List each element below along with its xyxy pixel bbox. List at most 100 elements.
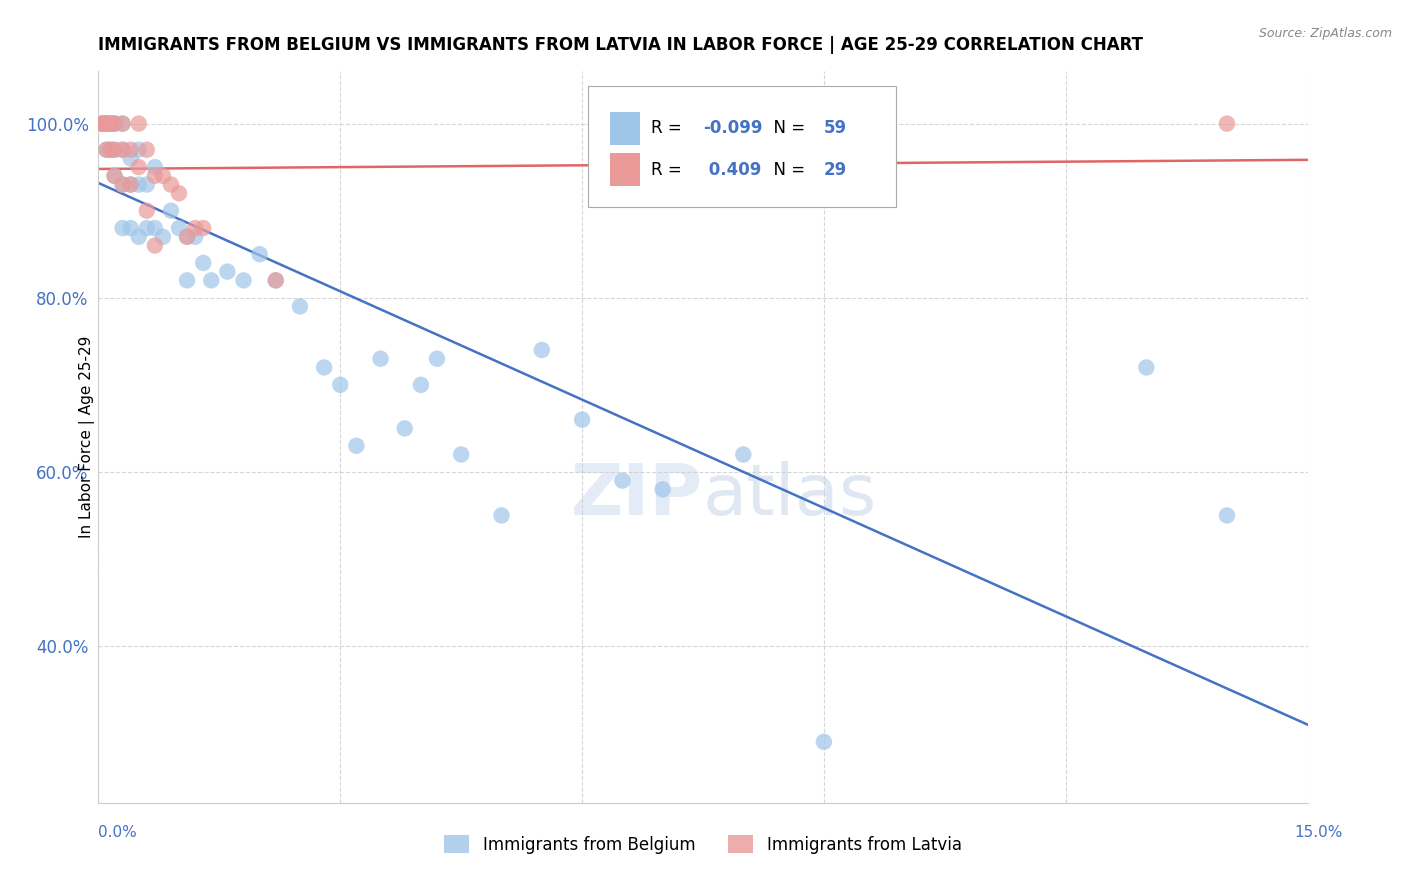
Point bbox=[1135, 360, 1157, 375]
Point bbox=[176, 229, 198, 244]
Text: IMMIGRANTS FROM BELGIUM VS IMMIGRANTS FROM LATVIA IN LABOR FORCE | AGE 25-29 COR: IMMIGRANTS FROM BELGIUM VS IMMIGRANTS FR… bbox=[98, 36, 1143, 54]
Point bbox=[96, 143, 118, 157]
Point bbox=[111, 143, 134, 157]
Point bbox=[232, 273, 254, 287]
Point bbox=[111, 178, 134, 192]
Point bbox=[103, 117, 125, 131]
Point bbox=[100, 117, 122, 131]
Point bbox=[96, 117, 118, 131]
Point bbox=[91, 117, 114, 131]
Point bbox=[176, 273, 198, 287]
Point bbox=[96, 117, 118, 131]
Point bbox=[111, 221, 134, 235]
Point bbox=[167, 186, 190, 201]
Point bbox=[103, 143, 125, 157]
Point bbox=[120, 221, 142, 235]
Point bbox=[143, 238, 166, 252]
Point bbox=[409, 377, 432, 392]
Point bbox=[96, 143, 118, 157]
Legend: Immigrants from Belgium, Immigrants from Latvia: Immigrants from Belgium, Immigrants from… bbox=[437, 829, 969, 860]
Text: R =: R = bbox=[651, 120, 688, 137]
Point bbox=[128, 117, 150, 131]
Point bbox=[1216, 117, 1239, 131]
FancyBboxPatch shape bbox=[610, 153, 640, 186]
Text: Source: ZipAtlas.com: Source: ZipAtlas.com bbox=[1258, 27, 1392, 40]
Point bbox=[103, 169, 125, 183]
Point bbox=[91, 117, 114, 131]
Point bbox=[120, 178, 142, 192]
Y-axis label: In Labor Force | Age 25-29: In Labor Force | Age 25-29 bbox=[79, 336, 96, 538]
Point bbox=[128, 178, 150, 192]
Text: N =: N = bbox=[763, 120, 811, 137]
Point bbox=[111, 117, 134, 131]
Point bbox=[111, 117, 134, 131]
Point bbox=[135, 221, 157, 235]
Point bbox=[651, 483, 673, 497]
Point bbox=[103, 117, 125, 131]
Point bbox=[103, 117, 125, 131]
Point bbox=[329, 377, 352, 392]
Point bbox=[167, 221, 190, 235]
Point bbox=[111, 178, 134, 192]
Point bbox=[612, 474, 634, 488]
Point bbox=[103, 117, 125, 131]
Point bbox=[100, 143, 122, 157]
Text: -0.099: -0.099 bbox=[703, 120, 762, 137]
Text: 0.0%: 0.0% bbox=[98, 825, 138, 840]
Point bbox=[813, 735, 835, 749]
Point bbox=[426, 351, 449, 366]
Point bbox=[152, 169, 174, 183]
Point bbox=[96, 117, 118, 131]
Point bbox=[96, 117, 118, 131]
FancyBboxPatch shape bbox=[610, 112, 640, 145]
Point bbox=[100, 117, 122, 131]
Point bbox=[733, 448, 755, 462]
Point bbox=[128, 143, 150, 157]
Point bbox=[344, 439, 367, 453]
Point bbox=[91, 117, 114, 131]
Point bbox=[184, 221, 207, 235]
Point bbox=[200, 273, 222, 287]
Point bbox=[217, 265, 239, 279]
Point bbox=[264, 273, 287, 287]
Point bbox=[128, 160, 150, 174]
Text: 0.409: 0.409 bbox=[703, 161, 762, 179]
Text: 15.0%: 15.0% bbox=[1295, 825, 1343, 840]
Text: N =: N = bbox=[763, 161, 811, 179]
Point bbox=[128, 229, 150, 244]
Point bbox=[1216, 508, 1239, 523]
Point bbox=[103, 143, 125, 157]
Point bbox=[264, 273, 287, 287]
Point bbox=[103, 169, 125, 183]
Text: atlas: atlas bbox=[703, 461, 877, 530]
Point bbox=[152, 229, 174, 244]
Point bbox=[160, 203, 183, 218]
Point bbox=[193, 256, 215, 270]
Point bbox=[100, 117, 122, 131]
Point bbox=[135, 143, 157, 157]
Point bbox=[193, 221, 215, 235]
Point bbox=[111, 143, 134, 157]
Point bbox=[176, 229, 198, 244]
Text: 29: 29 bbox=[824, 161, 848, 179]
Point bbox=[100, 143, 122, 157]
Point bbox=[288, 300, 311, 314]
Point bbox=[530, 343, 553, 357]
Point bbox=[249, 247, 271, 261]
Point bbox=[160, 178, 183, 192]
Point bbox=[143, 169, 166, 183]
Point bbox=[120, 143, 142, 157]
Text: R =: R = bbox=[651, 161, 688, 179]
Point bbox=[184, 229, 207, 244]
Point bbox=[314, 360, 336, 375]
Text: ZIP: ZIP bbox=[571, 461, 703, 530]
Point bbox=[571, 412, 593, 426]
Point bbox=[491, 508, 513, 523]
Point bbox=[120, 152, 142, 166]
Text: 59: 59 bbox=[824, 120, 846, 137]
Point bbox=[135, 178, 157, 192]
Point bbox=[143, 221, 166, 235]
Point bbox=[450, 448, 472, 462]
Point bbox=[143, 160, 166, 174]
Point bbox=[96, 117, 118, 131]
